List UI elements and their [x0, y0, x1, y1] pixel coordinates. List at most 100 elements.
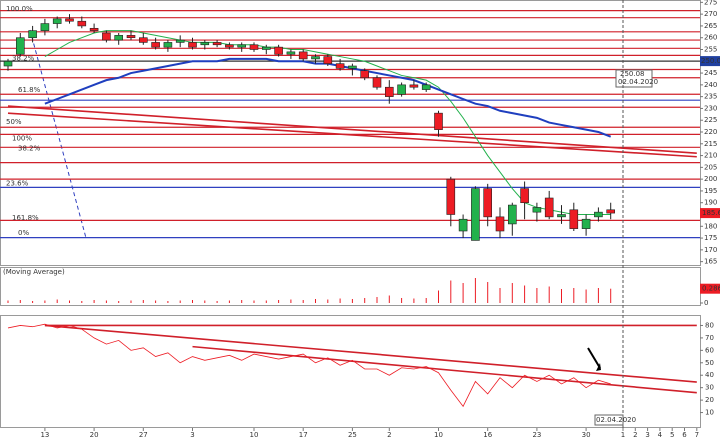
y-tick-label: 165	[704, 258, 717, 266]
y-tick-label: 275	[704, 0, 717, 6]
candle-body	[102, 32, 111, 41]
candle-body	[237, 44, 246, 48]
candle-body	[225, 44, 234, 48]
y-tick-label: 265	[704, 22, 717, 30]
candle-body	[569, 209, 579, 229]
trendline	[7, 105, 697, 155]
rsi-tick-label: 70	[705, 334, 714, 342]
rsi-trendline	[44, 324, 697, 383]
x-tick-label: 3	[190, 431, 194, 439]
candle-body	[520, 188, 529, 204]
rsi-tick-label: 50	[705, 359, 714, 367]
y-tick-label: 170	[704, 246, 717, 254]
fib-label: 38.2%	[18, 145, 41, 153]
y-tick-label: 245	[704, 69, 717, 77]
candle-body	[311, 56, 320, 60]
x-tick-label: 23	[532, 431, 541, 439]
x-tick-label: 10	[250, 431, 259, 439]
x-tick-label: 20	[90, 431, 99, 439]
candle-body	[594, 211, 603, 218]
annotation-card-price: 250.08	[620, 70, 645, 78]
fib-label: 100.0%	[6, 5, 33, 13]
x-tick-label: 25	[348, 431, 357, 439]
candle-body	[372, 77, 382, 88]
fib-label: 50%	[6, 118, 22, 126]
y-tick-label: 225	[704, 116, 717, 124]
arrow	[587, 347, 601, 369]
candle-body	[28, 30, 37, 39]
x-tick-label: 5	[670, 431, 674, 439]
y-tick-label: 260	[704, 34, 717, 42]
candle-body	[139, 37, 148, 43]
candle-body	[384, 86, 394, 97]
candle-body	[606, 209, 616, 214]
y-tick-label: 180	[704, 222, 717, 230]
y-tick-label: 175	[704, 234, 717, 242]
rsi-panel	[0, 315, 701, 428]
candle-body	[483, 188, 493, 218]
candle-body	[323, 56, 333, 64]
y-tick-label: 210	[704, 152, 717, 160]
annotation-box	[700, 56, 720, 67]
price-panel	[0, 0, 701, 266]
annotation-price: 250.08	[701, 57, 720, 65]
x-tick-label: 2	[633, 431, 637, 439]
x-tick-label: 13	[40, 431, 49, 439]
cursor-date-box	[594, 414, 624, 426]
candle-body	[409, 84, 419, 88]
candle-body	[200, 42, 210, 46]
volume-last-box	[700, 283, 720, 294]
volume-tick-label: 0	[704, 299, 708, 307]
fib-label: 161.8%	[12, 214, 39, 222]
x-tick-label: 7	[695, 431, 699, 439]
x-tick-label: 10	[434, 431, 443, 439]
y-tick-label: 240	[704, 81, 717, 89]
volume-last: 0.286	[702, 285, 720, 293]
rsi-tick-label: 30	[705, 384, 714, 392]
fib-label: 100%	[12, 135, 32, 143]
candle-body	[507, 204, 517, 225]
rsi-tick-label: 60	[705, 346, 714, 354]
x-tick-label: 4	[658, 431, 663, 439]
x-tick-label: 3	[645, 431, 649, 439]
x-tick-label: 27	[139, 431, 148, 439]
candle-body	[65, 18, 74, 22]
rsi-tick-label: 80	[705, 321, 714, 329]
x-tick-label: 17	[299, 431, 308, 439]
candle-body	[15, 37, 25, 55]
x-tick-label: 16	[483, 431, 492, 439]
candle-body	[557, 214, 566, 218]
annotation-card	[615, 69, 653, 88]
candle-body	[274, 46, 283, 55]
candle-body	[446, 178, 456, 215]
candle-body	[151, 42, 160, 48]
candle-body	[114, 35, 123, 41]
x-tick-label: 1	[621, 431, 625, 439]
rsi-tick-label: 40	[705, 371, 714, 379]
rsi-trendline	[192, 345, 697, 394]
candle-body	[471, 188, 480, 241]
candle-body	[434, 112, 443, 130]
candle-body	[532, 207, 542, 213]
y-tick-label: 255	[704, 46, 717, 54]
x-tick-label: 6	[682, 431, 687, 439]
cursor-date: 02.04.2020	[596, 416, 636, 424]
y-tick-label: 235	[704, 93, 717, 101]
candle-body	[89, 27, 99, 31]
candle-body	[421, 84, 431, 90]
candle-body	[335, 63, 345, 69]
volume-title: (Moving Average)	[3, 268, 65, 276]
candle-body	[544, 197, 554, 218]
y-tick-label: 205	[704, 163, 717, 171]
candle-body	[286, 51, 296, 55]
candle-body	[348, 65, 357, 69]
candle-body	[249, 44, 259, 50]
fib-label: 0%	[18, 229, 29, 237]
rsi-tick-label: 10	[705, 409, 714, 417]
candle-body	[77, 20, 87, 27]
candle-body	[188, 42, 197, 48]
candle-body	[163, 42, 173, 48]
rsi-tick-label: 20	[705, 396, 714, 404]
